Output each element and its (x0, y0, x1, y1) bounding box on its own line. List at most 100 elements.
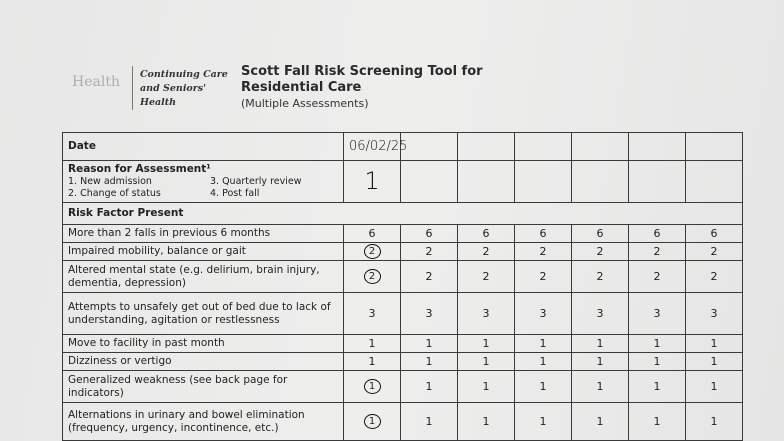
score-value: 1 (425, 380, 433, 393)
risk-header-row: Risk Factor Present (62, 202, 743, 225)
circled-score: 2 (363, 244, 381, 259)
score-cell[interactable]: 2 (343, 242, 401, 261)
score-cell[interactable]: 2 (628, 260, 686, 293)
score-cell[interactable]: 1 (457, 352, 515, 371)
score-cell[interactable]: 6 (457, 224, 515, 243)
score-cell[interactable]: 1 (400, 352, 458, 371)
risk-factor-label: Move to facility in past month (62, 334, 344, 353)
score-cell[interactable]: 3 (343, 292, 401, 335)
score-cell[interactable]: 1 (628, 352, 686, 371)
reason-cell-value[interactable]: 1 (343, 160, 401, 203)
score-value: 1 (710, 380, 718, 393)
score-cell[interactable]: 6 (571, 224, 629, 243)
score-cell[interactable]: 1 (628, 402, 686, 441)
score-cell[interactable]: 1 (514, 370, 572, 403)
score-cell[interactable]: 3 (685, 292, 743, 335)
score-cell[interactable]: 1 (514, 352, 572, 371)
score-cell[interactable]: 2 (457, 260, 515, 293)
date-cell[interactable] (514, 132, 572, 161)
score-value: 2 (596, 270, 604, 283)
score-cell[interactable]: 2 (457, 242, 515, 261)
risk-factor-label: Alternations in urinary and bowel elimin… (62, 402, 344, 441)
score-cell[interactable]: 1 (400, 370, 458, 403)
score-cell[interactable]: 1 (571, 334, 629, 353)
date-cell[interactable] (571, 132, 629, 161)
score-cell[interactable]: 3 (400, 292, 458, 335)
date-cell[interactable] (457, 132, 515, 161)
score-cell[interactable]: 1 (685, 370, 743, 403)
score-cell[interactable]: 6 (343, 224, 401, 243)
score-cell[interactable]: 1 (400, 402, 458, 441)
date-cell[interactable] (400, 132, 458, 161)
reason-cell-value[interactable] (457, 160, 515, 203)
risk-factor-row: Attempts to unsafely get out of bed due … (62, 292, 743, 335)
score-value: 1 (539, 415, 547, 428)
score-cell[interactable]: 1 (457, 370, 515, 403)
date-cell[interactable] (685, 132, 743, 161)
score-value: 1 (425, 355, 433, 368)
risk-factor-label: Altered mental state (e.g. delirium, bra… (62, 260, 344, 293)
score-cell[interactable]: 1 (571, 402, 629, 441)
risk-factor-row: Move to facility in past month 1 1 1 1 1 1 1 (62, 334, 743, 353)
score-cell[interactable]: 1 (343, 402, 401, 441)
score-cell[interactable]: 2 (400, 242, 458, 261)
score-cell[interactable]: 2 (400, 260, 458, 293)
score-cell[interactable]: 2 (685, 260, 743, 293)
score-cell[interactable]: 3 (571, 292, 629, 335)
score-cell[interactable]: 1 (457, 334, 515, 353)
score-cell[interactable]: 1 (571, 352, 629, 371)
score-cell[interactable]: 1 (685, 402, 743, 441)
score-cell[interactable]: 1 (343, 352, 401, 371)
score-cell[interactable]: 1 (571, 370, 629, 403)
score-cell[interactable]: 3 (457, 292, 515, 335)
circled-score: 2 (363, 269, 381, 284)
score-value: 6 (653, 227, 661, 240)
score-cell[interactable]: 2 (628, 242, 686, 261)
score-value: 1 (425, 415, 433, 428)
logo-text: Health (72, 74, 120, 90)
score-cell[interactable]: 2 (514, 242, 572, 261)
score-cell[interactable]: 1 (628, 370, 686, 403)
score-value: 1 (482, 380, 490, 393)
reason-cell-value[interactable] (400, 160, 458, 203)
score-value: 3 (368, 307, 376, 320)
reason-cell-value[interactable] (571, 160, 629, 203)
score-cell[interactable]: 6 (628, 224, 686, 243)
score-cell[interactable]: 2 (514, 260, 572, 293)
reason-option: 1. New admission (68, 176, 152, 187)
score-cell[interactable]: 1 (685, 352, 743, 371)
reason-label: Reason for Assessment¹ (68, 163, 211, 175)
date-cell[interactable] (628, 132, 686, 161)
reason-cell-value[interactable] (514, 160, 572, 203)
date-cell[interactable]: 06/02/25 (343, 132, 407, 161)
score-cell[interactable]: 3 (514, 292, 572, 335)
score-value: 1 (539, 380, 547, 393)
reason-cell-value[interactable] (628, 160, 686, 203)
risk-factor-label: Generalized weakness (see back page for … (62, 370, 344, 403)
score-cell[interactable]: 1 (514, 402, 572, 441)
score-cell[interactable]: 6 (514, 224, 572, 243)
score-value: 1 (596, 380, 604, 393)
score-cell[interactable]: 2 (571, 242, 629, 261)
score-cell[interactable]: 1 (400, 334, 458, 353)
score-cell[interactable]: 1 (685, 334, 743, 353)
score-value: 2 (425, 245, 433, 258)
score-cell[interactable]: 1 (514, 334, 572, 353)
score-value: 1 (482, 337, 490, 350)
score-cell[interactable]: 2 (685, 242, 743, 261)
score-cell[interactable]: 1 (343, 370, 401, 403)
score-cell[interactable]: 1 (628, 334, 686, 353)
score-value: 1 (653, 355, 661, 368)
risk-factor-row: Dizziness or vertigo 1 1 1 1 1 1 1 (62, 352, 743, 371)
score-value: 3 (482, 307, 490, 320)
score-value: 2 (539, 245, 547, 258)
score-cell[interactable]: 1 (457, 402, 515, 441)
score-cell[interactable]: 3 (628, 292, 686, 335)
score-value: 1 (710, 415, 718, 428)
score-cell[interactable]: 2 (343, 260, 401, 293)
score-cell[interactable]: 1 (343, 334, 401, 353)
reason-cell-value[interactable] (685, 160, 743, 203)
score-cell[interactable]: 6 (400, 224, 458, 243)
score-cell[interactable]: 2 (571, 260, 629, 293)
score-cell[interactable]: 6 (685, 224, 743, 243)
